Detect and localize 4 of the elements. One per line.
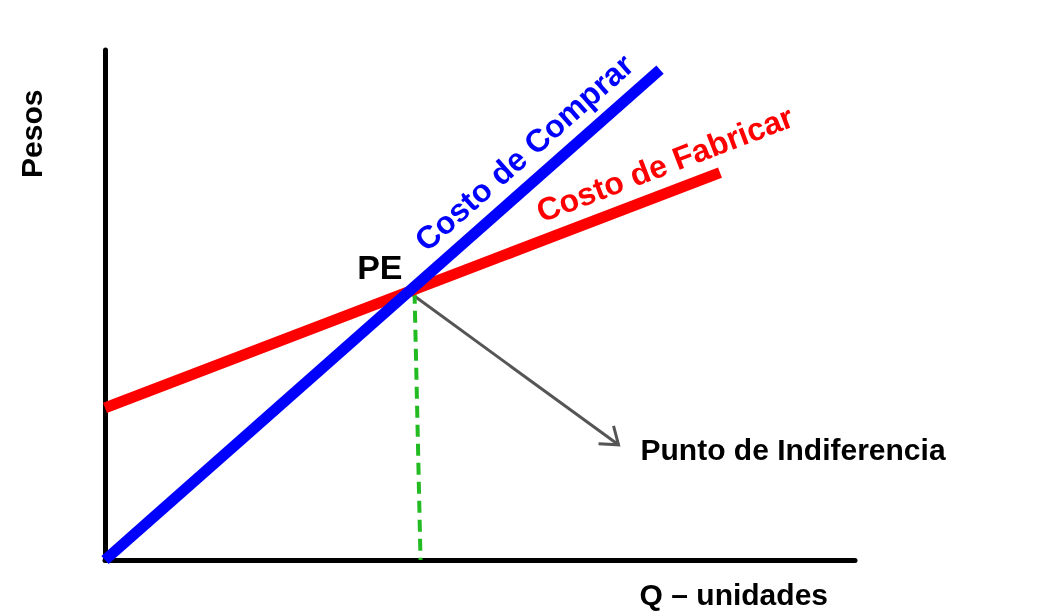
- annotation: PE: [357, 247, 403, 286]
- y-axis-title: Pesos: [14, 89, 48, 178]
- annotation: Punto de Indiferencia: [640, 433, 946, 467]
- x-axis-title: Q – unidades: [639, 577, 829, 611]
